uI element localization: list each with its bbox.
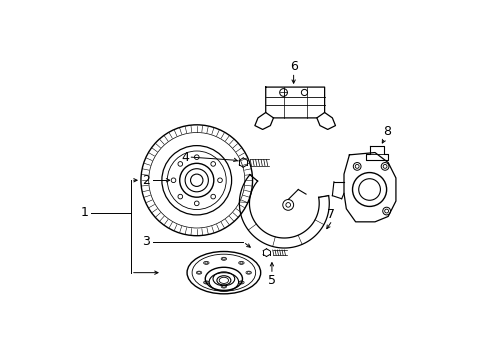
Text: 2: 2: [142, 174, 150, 187]
Text: 8: 8: [382, 125, 390, 138]
Text: 6: 6: [289, 60, 297, 73]
Text: 5: 5: [267, 274, 275, 287]
Text: 7: 7: [326, 208, 334, 221]
Text: 3: 3: [142, 235, 150, 248]
Text: 4: 4: [181, 150, 189, 164]
Text: 1: 1: [80, 206, 88, 219]
